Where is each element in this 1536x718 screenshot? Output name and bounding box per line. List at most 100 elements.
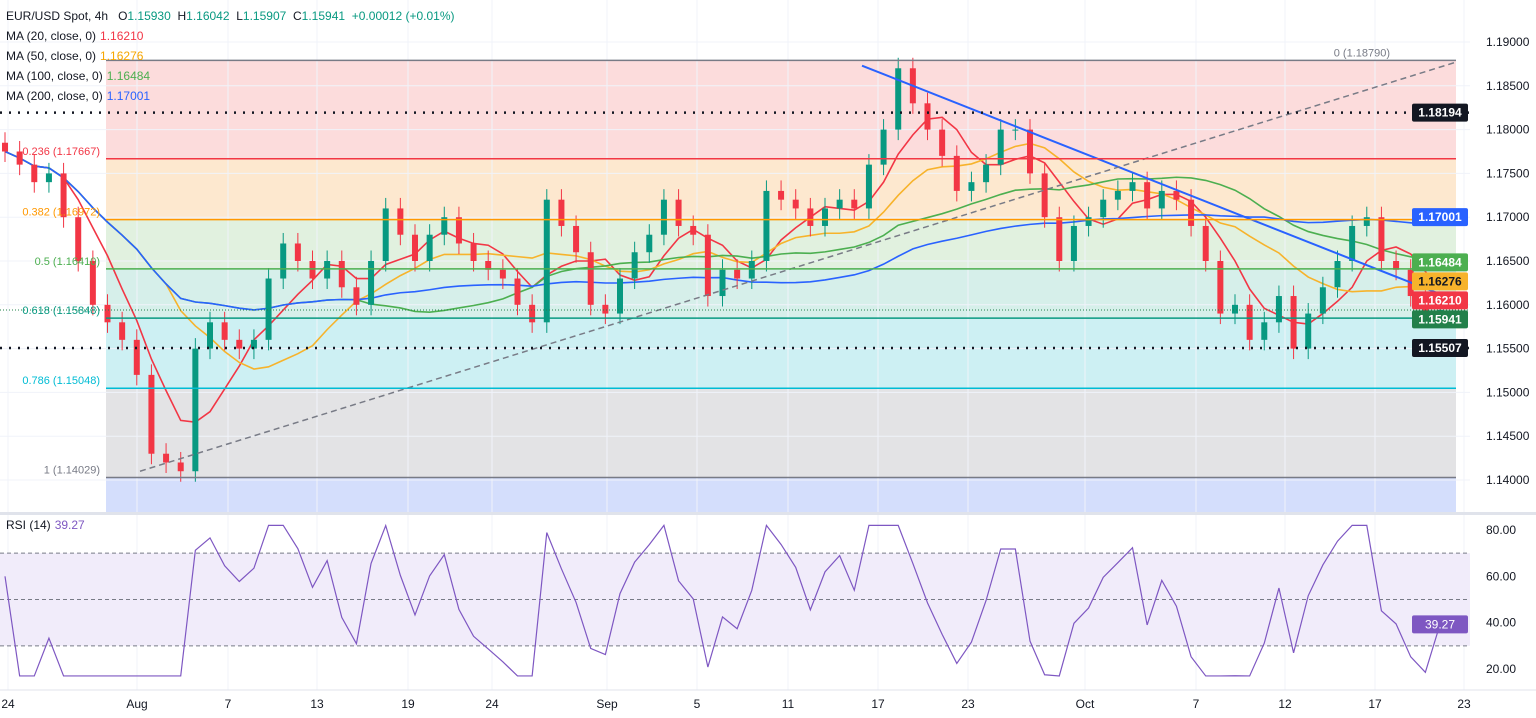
candle xyxy=(1158,190,1165,209)
rsi-legend[interactable]: RSI (14) 39.27 xyxy=(6,518,85,532)
candle xyxy=(529,304,536,323)
time-tick: 24 xyxy=(1,697,15,711)
candle xyxy=(807,208,814,226)
candle xyxy=(353,287,360,305)
candle xyxy=(1070,225,1077,261)
ma20-legend[interactable]: MA (20, close, 0) 1.16210 xyxy=(6,29,144,43)
fib-label-0.382: 0.382 (1.16972) xyxy=(22,207,100,219)
time-tick: Sep xyxy=(596,697,618,711)
price-tick: 1.17000 xyxy=(1486,210,1530,224)
candle xyxy=(573,225,580,253)
candle xyxy=(1100,199,1107,218)
candle xyxy=(704,234,711,297)
ma200-legend[interactable]: MA (200, close, 0) 1.17001 xyxy=(6,89,151,103)
chart-legend: EUR/USD Spot, 4h O1.15930 H1.16042 L1.15… xyxy=(6,6,455,106)
price-badge-text: 1.16276 xyxy=(1418,274,1462,288)
time-tick: 11 xyxy=(782,697,795,711)
price-tick: 1.16000 xyxy=(1486,298,1530,312)
time-tick: 19 xyxy=(401,697,415,711)
price-badge xyxy=(1412,291,1468,310)
candle xyxy=(983,164,990,183)
level-badge-text: 1.15507 xyxy=(1418,341,1462,355)
candle xyxy=(646,234,653,253)
rsi-tick: 60.00 xyxy=(1486,569,1516,583)
candle xyxy=(1290,296,1297,349)
candle xyxy=(1305,313,1312,349)
candle xyxy=(953,155,960,191)
candle xyxy=(880,129,887,165)
candle xyxy=(426,234,433,261)
candle xyxy=(148,374,155,454)
fib-zone xyxy=(106,60,1456,159)
fib-label-0.618: 0.618 (1.15848) xyxy=(22,305,100,317)
fib-label-0.236: 0.236 (1.17667) xyxy=(22,146,100,158)
trend-line-downtrend xyxy=(861,64,1457,302)
candle xyxy=(382,208,389,261)
candle xyxy=(75,217,82,261)
rsi-badge-text: 39.27 xyxy=(1425,617,1455,631)
candle xyxy=(660,199,667,235)
symbol-ohlc: EUR/USD Spot, 4h O1.15930 H1.16042 L1.15… xyxy=(6,9,455,23)
close-value: 1.15941 xyxy=(301,9,346,23)
candle xyxy=(397,208,404,235)
time-tick: 24 xyxy=(485,697,499,711)
time-tick: Aug xyxy=(126,697,147,711)
ma100-legend[interactable]: MA (100, close, 0) 1.16484 xyxy=(6,69,151,83)
candle xyxy=(133,339,140,375)
candle xyxy=(280,243,287,279)
candle xyxy=(1202,225,1209,261)
candle xyxy=(1246,304,1253,340)
fib-zone xyxy=(106,318,1456,389)
candle xyxy=(1012,129,1019,131)
candle xyxy=(939,129,946,156)
candle xyxy=(543,199,550,323)
candle xyxy=(1349,225,1356,261)
candle xyxy=(104,304,111,323)
price-badge xyxy=(1412,208,1468,227)
candle xyxy=(412,234,418,261)
candle xyxy=(1056,217,1063,261)
candle xyxy=(338,261,345,288)
time-tick: 13 xyxy=(310,697,324,711)
candle xyxy=(16,151,23,165)
price-tick: 1.14500 xyxy=(1486,429,1530,443)
candle xyxy=(2,142,8,152)
candle xyxy=(309,261,316,279)
candle xyxy=(734,269,741,279)
rsi-tick: 20.00 xyxy=(1486,662,1516,676)
candle xyxy=(1027,129,1033,174)
price-badge-text: 1.15941 xyxy=(1418,312,1462,326)
candle xyxy=(1363,217,1370,226)
candle xyxy=(719,269,726,297)
candle xyxy=(1144,182,1151,209)
candle xyxy=(177,462,184,472)
ma50-legend[interactable]: MA (50, close, 0) 1.16276 xyxy=(6,49,144,63)
price-tick: 1.17500 xyxy=(1486,166,1530,180)
price-badge-text: 1.16210 xyxy=(1418,293,1462,307)
price-badge-text: 1.17001 xyxy=(1418,210,1462,224)
candle xyxy=(1188,199,1195,226)
rsi-tick: 80.00 xyxy=(1486,523,1516,537)
candle xyxy=(31,164,38,183)
rsi-value: 39.27 xyxy=(54,518,85,532)
price-badge xyxy=(1412,272,1468,291)
candle xyxy=(1393,261,1400,270)
fib-label-0.786: 0.786 (1.15048) xyxy=(22,375,100,387)
candle xyxy=(499,269,506,279)
candle xyxy=(690,225,697,235)
candle xyxy=(631,252,638,279)
open-value: 1.15930 xyxy=(127,9,171,23)
candle xyxy=(997,129,1004,165)
candle xyxy=(792,199,799,209)
price-badge-text: 1.16484 xyxy=(1418,255,1462,269)
candle xyxy=(763,190,770,261)
high-value: 1.16042 xyxy=(186,9,230,23)
time-tick: 17 xyxy=(871,697,885,711)
candle xyxy=(207,322,213,349)
fib-label-0.5: 0.5 (1.16410) xyxy=(35,256,100,268)
candle xyxy=(250,339,257,349)
price-tick: 1.18500 xyxy=(1486,79,1530,93)
candle xyxy=(89,261,96,305)
candle xyxy=(865,164,872,209)
